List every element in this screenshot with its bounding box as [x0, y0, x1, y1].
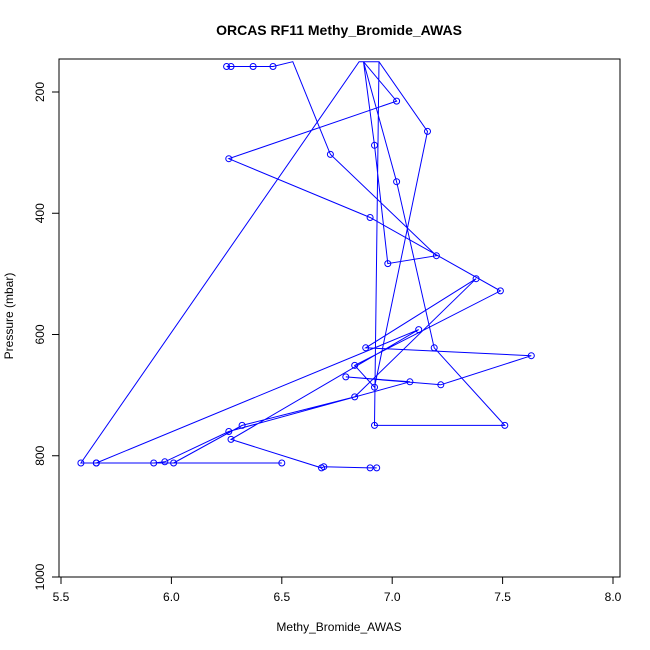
data-point — [496, 287, 504, 295]
data-point — [393, 178, 401, 186]
x-tick-label: 8.0 — [605, 590, 622, 604]
y-axis: 200 400 600 800 1000 — [33, 82, 59, 590]
y-tick-label: 600 — [33, 324, 47, 344]
data-point — [437, 381, 445, 389]
plot-area — [77, 61, 535, 472]
data-point — [170, 459, 178, 467]
data-point — [393, 97, 401, 105]
data-point — [406, 378, 414, 386]
x-axis: 5.5 6.0 6.5 7.0 7.5 8.0 — [53, 577, 622, 604]
data-point — [278, 459, 286, 467]
data-point — [373, 464, 381, 472]
data-point — [527, 352, 535, 360]
data-point — [362, 344, 370, 352]
data-point — [225, 155, 233, 163]
data-point — [227, 63, 235, 70]
data-point — [430, 344, 438, 352]
x-tick-label: 6.5 — [273, 590, 290, 604]
x-tick-label: 7.5 — [494, 590, 511, 604]
data-point — [384, 260, 392, 268]
data-point — [225, 428, 233, 435]
data-point — [92, 459, 100, 467]
y-tick-label: 1000 — [33, 563, 47, 590]
data-point — [351, 393, 359, 401]
series-group — [77, 61, 535, 472]
data-point — [424, 127, 431, 135]
data-point — [351, 361, 359, 369]
chart-title: ORCAS RF11 Methy_Bromide_AWAS — [216, 22, 462, 38]
x-tick-label: 7.0 — [384, 590, 401, 604]
data-point — [432, 252, 440, 260]
data-point — [371, 141, 378, 149]
data-point — [238, 421, 246, 429]
data-point — [366, 214, 374, 221]
data-point — [415, 326, 423, 334]
y-tick-label: 200 — [33, 82, 47, 102]
data-point — [161, 458, 169, 466]
data-point — [326, 150, 334, 158]
data-point — [371, 421, 378, 429]
data-point — [249, 63, 257, 70]
x-axis-label: Methy_Bromide_AWAS — [276, 620, 401, 634]
y-tick-label: 400 — [33, 203, 47, 223]
data-point — [371, 383, 378, 391]
y-tick-label: 800 — [33, 445, 47, 465]
x-tick-label: 5.5 — [53, 590, 70, 604]
data-point — [77, 459, 85, 467]
series-line — [79, 61, 532, 469]
data-point — [227, 435, 235, 443]
y-axis-label: Pressure (mbar) — [2, 273, 16, 360]
data-point — [223, 63, 231, 70]
data-point — [320, 463, 328, 471]
plot-frame — [58, 58, 621, 578]
data-point — [342, 373, 350, 381]
data-point — [269, 63, 277, 70]
data-point — [472, 275, 480, 283]
data-point — [150, 459, 158, 467]
x-tick-label: 6.0 — [163, 590, 180, 604]
data-point — [366, 464, 374, 472]
data-point — [501, 421, 509, 429]
